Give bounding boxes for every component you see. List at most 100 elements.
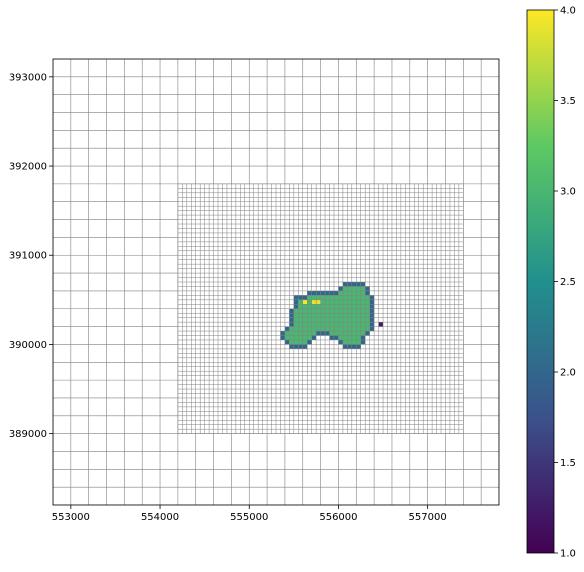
region-cell [338,335,343,340]
region-cell [320,326,326,332]
region-cell [329,313,334,318]
region-cell [298,339,303,345]
region-cell [347,339,352,345]
region-cell [347,282,352,287]
region-cell [333,295,339,300]
region-cell [298,299,303,305]
region-cell [284,339,290,345]
region-cell [311,308,317,314]
region-cell [365,313,370,318]
region-cell [347,331,352,336]
region-cell [316,331,321,336]
region-cell [307,290,312,296]
region-cell [329,304,334,309]
region-cell [351,286,357,291]
region-cell [351,299,357,305]
region-cell [338,317,343,323]
region-cell [329,326,334,332]
region-cell [289,326,294,332]
region-cell [360,299,366,305]
region-cell [342,313,348,318]
region-cell [360,286,366,291]
region-cell [333,335,339,340]
colorbar-tick-label: 3.5 [560,96,576,107]
region-cell [289,339,294,345]
x-tick-label: 554000 [141,512,179,523]
region-cell [325,299,330,305]
region-cell [293,313,299,318]
region-cell [320,322,326,327]
refined-grid [177,183,464,434]
region-cell [342,331,348,336]
region-cell [289,317,294,323]
region-cell [329,308,334,314]
region-cell [298,304,303,309]
region-cell [365,290,370,296]
region-cell [351,282,357,287]
region-cell [342,304,348,309]
region-cell [356,326,361,332]
region-cell [307,304,312,309]
region-cell [293,331,299,336]
region-cell [284,335,290,340]
region-cell [329,317,334,323]
region-cell [329,290,334,296]
region-cell [316,313,321,318]
region-cell [333,290,339,296]
region-cell [293,335,299,340]
region-cell [369,313,375,318]
region-cell [356,295,361,300]
region-cell [338,308,343,314]
region-cell [347,286,352,291]
region-cell [347,326,352,332]
region-cell [298,295,303,300]
x-tick-label: 555000 [230,512,268,523]
region-cell [311,304,317,309]
region-cell [338,299,343,305]
region-cell [338,326,343,332]
region-cell [280,331,285,336]
region-cell [307,299,312,305]
region-cell [365,286,370,291]
region-cell [360,335,366,340]
region-cell [360,313,366,318]
region-cell [338,313,343,318]
region-cell [347,299,352,305]
y-tick-label: 393000 [9,72,47,83]
region-cell [329,331,334,336]
y-tick-label: 391000 [9,251,47,262]
region-cell [342,322,348,327]
colorbar-ticks: 1.0 1.5 2.0 2.5 3.0 3.5 4.0 [554,6,576,560]
region-cell [293,299,299,305]
region-cell [289,335,294,340]
region-cell [360,290,366,296]
region-cell [356,331,361,336]
region-cell [347,313,352,318]
region-cell [356,317,361,323]
region-cell [347,304,352,309]
region-cell [316,295,321,300]
region-cell [280,335,285,340]
region-cell [342,317,348,323]
region-cell [289,344,294,349]
colorbar-tick-label: 2.0 [560,368,576,379]
region-cell [329,322,334,327]
region-cell [307,331,312,336]
region-cell [325,326,330,332]
region-cell [356,335,361,340]
colorbar-tick-label: 2.5 [560,277,576,288]
region-cell [351,313,357,318]
region-cell [365,299,370,305]
region-cell [351,344,357,349]
region-cell [360,331,366,336]
region-cell [302,317,308,323]
region-cell [307,313,312,318]
region-cell [365,326,370,332]
region-cell [302,335,308,340]
region-cell [298,326,303,332]
region-cell [356,282,361,287]
region-cell [333,331,339,336]
region-cell [307,317,312,323]
region-cell [302,295,308,300]
